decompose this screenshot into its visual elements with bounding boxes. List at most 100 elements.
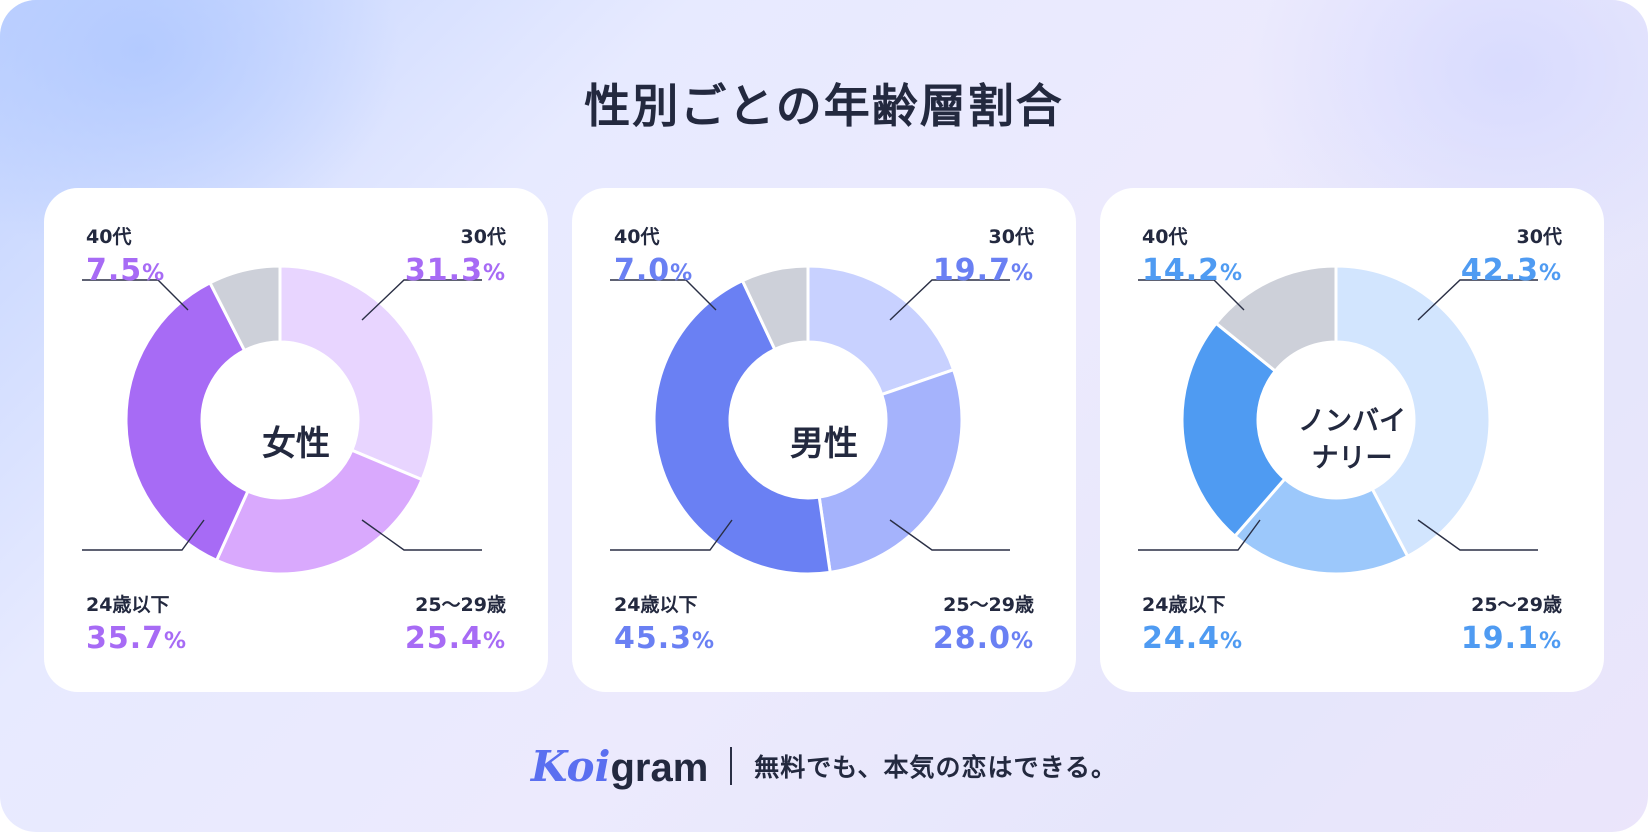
footer: Koi gram 無料でも、本気の恋はできる。: [0, 740, 1648, 792]
unit-label: %: [142, 261, 166, 286]
value-label: 19.1: [1460, 621, 1539, 656]
leader-line-40s: [82, 279, 189, 311]
label-25-29: 25〜29歳 19.1%: [1461, 590, 1562, 656]
label-25-29: 25〜29歳 25.4%: [405, 590, 506, 656]
leader-line-40s: [610, 279, 717, 311]
leader-line-30s: [889, 279, 1010, 321]
unit-label: %: [1010, 629, 1034, 654]
leader-line-under-24: [610, 519, 733, 551]
unit-label: %: [1538, 629, 1562, 654]
chart-card-female: 30代 31.3% 25〜29歳 25.4% 24歳以下 35.7% 40代 7…: [44, 188, 548, 692]
category-label: 40代: [86, 226, 132, 248]
category-label: 25〜29歳: [415, 594, 506, 616]
slice-under-24: [1180, 321, 1287, 538]
leader-line-30s: [1417, 279, 1538, 321]
percent-label: 19.7%: [933, 253, 1034, 288]
percent-label: 31.3%: [405, 253, 506, 288]
category-label: 30代: [1516, 226, 1562, 248]
page-title: 性別ごとの年齢層割合: [584, 79, 1064, 133]
slice-40s: [740, 264, 810, 351]
value-label: 31.3: [404, 253, 483, 288]
donut-chart-male: [610, 264, 1010, 576]
leader-line-30s: [361, 279, 482, 321]
value-label: 35.7: [86, 621, 165, 656]
label-40s: 40代 14.2%: [1142, 222, 1243, 288]
value-label: 28.0: [932, 621, 1011, 656]
value-label: 14.2: [1142, 253, 1221, 288]
category-label: 25〜29歳: [1471, 594, 1562, 616]
unit-label: %: [164, 629, 188, 654]
label-30s: 30代 31.3%: [405, 222, 506, 288]
percent-label: 7.0%: [614, 253, 693, 288]
logo-part-1: Koi: [530, 741, 611, 791]
slice-25-29: [1233, 477, 1410, 576]
unit-label: %: [1538, 261, 1562, 286]
center-label-line-1: ノンバイ: [1298, 405, 1406, 437]
label-under-24: 24歳以下 45.3%: [614, 590, 715, 656]
percent-label: 7.5%: [86, 253, 165, 288]
unit-label: %: [1010, 261, 1034, 286]
footer-divider: [730, 747, 733, 785]
value-label: 19.7: [932, 253, 1011, 288]
label-30s: 30代 19.7%: [933, 222, 1034, 288]
donut-center-label: 女性: [262, 423, 330, 464]
percent-label: 19.1%: [1461, 621, 1562, 656]
category-label: 40代: [1142, 226, 1188, 248]
slice-under-24: [124, 281, 250, 562]
percent-label: 25.4%: [405, 621, 506, 656]
label-25-29: 25〜29歳 28.0%: [933, 590, 1034, 656]
label-under-24: 24歳以下 24.4%: [1142, 590, 1243, 656]
slice-25-29: [215, 448, 424, 576]
value-label: 25.4: [404, 621, 483, 656]
unit-label: %: [482, 629, 506, 654]
percent-label: 45.3%: [614, 621, 715, 656]
unit-label: %: [692, 629, 716, 654]
donut-chart-female: [82, 264, 482, 576]
footer-tagline: 無料でも、本気の恋はできる。: [754, 753, 1118, 782]
value-label: 7.5: [86, 253, 143, 288]
donut-chart-nonbinary: [1138, 264, 1538, 576]
category-label: 30代: [988, 226, 1034, 248]
value-label: 24.4: [1142, 621, 1221, 656]
leader-line-25-29: [1417, 519, 1538, 551]
category-label: 40代: [614, 226, 660, 248]
unit-label: %: [482, 261, 506, 286]
slice-30s: [278, 264, 436, 482]
label-under-24: 24歳以下 35.7%: [86, 590, 187, 656]
category-label: 24歳以下: [1142, 594, 1226, 616]
percent-label: 35.7%: [86, 621, 187, 656]
slice-40s: [208, 264, 282, 353]
category-label: 30代: [460, 226, 506, 248]
leader-line-under-24: [1138, 519, 1261, 551]
category-label: 25〜29歳: [943, 594, 1034, 616]
label-40s: 40代 7.5%: [86, 222, 165, 288]
unit-label: %: [1220, 261, 1244, 286]
slice-30s: [1334, 264, 1492, 558]
donut-center-label: ノンバイ ナリー: [1276, 364, 1428, 516]
percent-label: 14.2%: [1142, 253, 1243, 288]
percent-label: 42.3%: [1461, 253, 1562, 288]
slice-30s: [806, 264, 956, 397]
label-40s: 40代 7.0%: [614, 222, 693, 288]
chart-card-male: 30代 19.7% 25〜29歳 28.0% 24歳以下 45.3% 40代 7…: [572, 188, 1076, 692]
unit-label: %: [670, 261, 694, 286]
category-label: 24歳以下: [86, 594, 170, 616]
percent-label: 28.0%: [933, 621, 1034, 656]
center-label-line-2: ナリー: [1311, 443, 1393, 474]
slice-40s: [1214, 264, 1338, 373]
label-30s: 30代 42.3%: [1461, 222, 1562, 288]
leader-line-under-24: [82, 519, 205, 551]
category-label: 24歳以下: [614, 594, 698, 616]
leader-line-25-29: [889, 519, 1010, 551]
value-label: 45.3: [614, 621, 693, 656]
percent-label: 24.4%: [1142, 621, 1243, 656]
donut-center-label: 男性: [790, 423, 858, 464]
value-label: 42.3: [1460, 253, 1539, 288]
slice-25-29: [817, 368, 964, 574]
leader-line-25-29: [361, 519, 482, 551]
value-label: 7.0: [614, 253, 671, 288]
unit-label: %: [1220, 629, 1244, 654]
koigram-logo: Koi gram: [531, 742, 708, 791]
logo-part-2: gram: [610, 745, 709, 790]
